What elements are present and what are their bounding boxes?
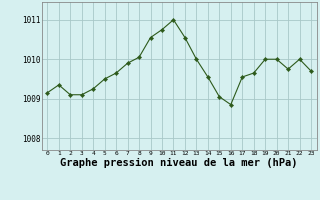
X-axis label: Graphe pression niveau de la mer (hPa): Graphe pression niveau de la mer (hPa)	[60, 158, 298, 168]
